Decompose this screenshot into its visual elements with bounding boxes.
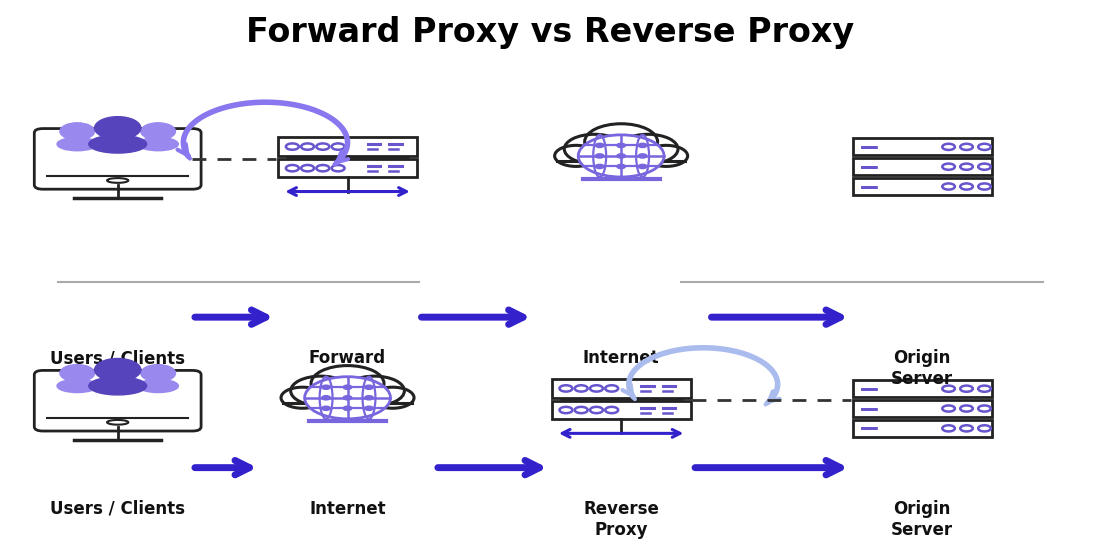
- Circle shape: [365, 395, 373, 400]
- Circle shape: [305, 377, 390, 419]
- Bar: [557, 148, 685, 161]
- Circle shape: [59, 365, 95, 382]
- FancyBboxPatch shape: [852, 380, 992, 397]
- Bar: [283, 390, 411, 403]
- Circle shape: [645, 145, 688, 167]
- Circle shape: [595, 154, 604, 158]
- Text: Users / Clients: Users / Clients: [51, 500, 185, 518]
- FancyBboxPatch shape: [551, 401, 691, 419]
- Circle shape: [585, 124, 658, 160]
- Circle shape: [638, 164, 647, 169]
- Circle shape: [371, 387, 414, 408]
- Circle shape: [595, 164, 604, 169]
- Text: Users / Clients: Users / Clients: [51, 349, 185, 367]
- Ellipse shape: [89, 135, 146, 153]
- Circle shape: [617, 154, 626, 158]
- Ellipse shape: [138, 379, 178, 393]
- Circle shape: [322, 406, 330, 410]
- Circle shape: [290, 376, 351, 405]
- FancyBboxPatch shape: [852, 158, 992, 175]
- Circle shape: [579, 135, 664, 177]
- Circle shape: [638, 144, 647, 147]
- Circle shape: [59, 123, 95, 140]
- Circle shape: [95, 117, 141, 139]
- Circle shape: [554, 145, 597, 167]
- Circle shape: [322, 385, 330, 389]
- Text: Origin
Server: Origin Server: [891, 500, 954, 538]
- Circle shape: [95, 359, 141, 381]
- Text: Origin
Server: Origin Server: [891, 349, 954, 388]
- FancyBboxPatch shape: [278, 138, 417, 156]
- Circle shape: [617, 164, 626, 169]
- Circle shape: [141, 365, 176, 382]
- FancyBboxPatch shape: [34, 370, 201, 431]
- Circle shape: [365, 406, 373, 410]
- Ellipse shape: [57, 379, 98, 393]
- Circle shape: [638, 154, 647, 158]
- Circle shape: [365, 385, 373, 389]
- FancyBboxPatch shape: [551, 379, 691, 398]
- Circle shape: [322, 395, 330, 400]
- Circle shape: [343, 406, 352, 410]
- Text: Forward
Proxy: Forward Proxy: [309, 349, 386, 388]
- Ellipse shape: [57, 138, 98, 151]
- Circle shape: [595, 144, 604, 147]
- FancyBboxPatch shape: [34, 129, 201, 189]
- FancyBboxPatch shape: [278, 159, 417, 178]
- Circle shape: [618, 134, 678, 164]
- FancyBboxPatch shape: [852, 400, 992, 417]
- Text: Reverse
Proxy: Reverse Proxy: [583, 500, 659, 538]
- Circle shape: [280, 387, 323, 408]
- Circle shape: [343, 385, 352, 389]
- Circle shape: [617, 144, 626, 147]
- Circle shape: [564, 134, 625, 164]
- Circle shape: [311, 366, 384, 402]
- FancyBboxPatch shape: [852, 420, 992, 437]
- Text: Forward Proxy vs Reverse Proxy: Forward Proxy vs Reverse Proxy: [246, 16, 854, 49]
- Ellipse shape: [138, 138, 178, 151]
- Circle shape: [343, 395, 352, 400]
- Circle shape: [344, 376, 405, 405]
- Circle shape: [141, 123, 176, 140]
- Text: Internet: Internet: [583, 349, 660, 367]
- Ellipse shape: [89, 377, 146, 395]
- FancyBboxPatch shape: [852, 178, 992, 195]
- FancyBboxPatch shape: [852, 139, 992, 155]
- Text: Internet: Internet: [309, 500, 386, 518]
